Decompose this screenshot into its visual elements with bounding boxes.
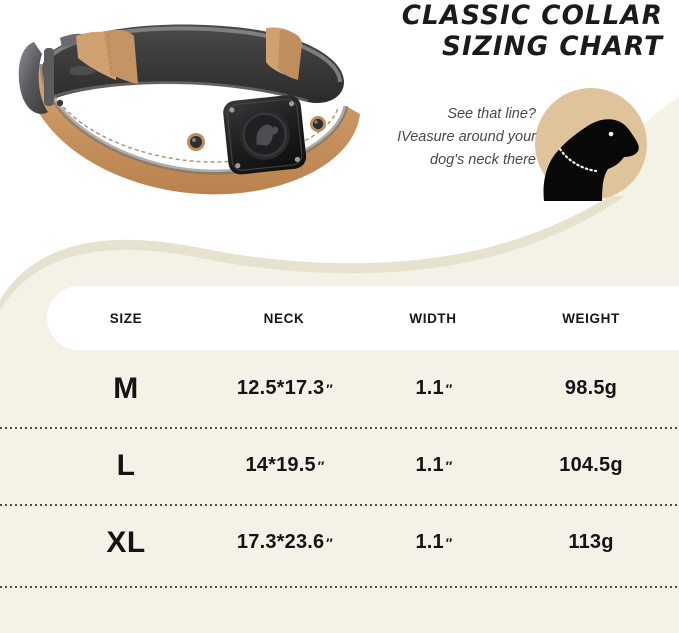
cell-size: L <box>116 448 136 482</box>
inch-mark: ″ <box>325 534 332 551</box>
table-row: XL 17.3*23.6 ″ 1.1 ″ 113g <box>0 504 679 581</box>
inch-mark: ″ <box>316 457 324 474</box>
cell-size: XL <box>106 525 146 559</box>
cell-neck: 14*19.5 ″ <box>245 454 324 476</box>
title-line-2: SIZING CHART <box>442 31 663 62</box>
measure-instruction-callout: See that line? IVeasure around your dog'… <box>360 103 536 172</box>
table-header-row: SIZE NECK WIDTH WEIGHT <box>0 286 679 350</box>
page-title: CLASSIC COLLAR SIZING CHART <box>333 0 663 62</box>
cell-weight: 104.5g <box>559 454 623 476</box>
callout-line-3: dog's neck there <box>430 152 536 168</box>
table-row: M 12.5*17.3 ″ 1.1 ″ 98.5g <box>0 350 679 427</box>
dog-head-silhouette-icon <box>535 88 647 201</box>
cell-size: M <box>113 371 139 405</box>
header-label-size: SIZE <box>109 310 143 326</box>
cell-neck: 17.3*23.6 ″ <box>236 531 332 553</box>
inch-mark: ″ <box>444 380 452 397</box>
table-row: L 14*19.5 ″ 1.1 ″ 104.5g <box>0 427 679 504</box>
inch-mark: ″ <box>444 534 452 551</box>
callout-line-2: IVeasure around your <box>397 129 536 145</box>
inch-mark: ″ <box>325 380 332 397</box>
cell-weight: 113g <box>568 531 614 553</box>
cell-width: 1.1 ″ <box>415 531 452 553</box>
column-header-neck: NECK <box>205 286 363 350</box>
collar-product-image <box>18 24 360 195</box>
table-bottom-rule <box>0 586 679 588</box>
column-header-weight: WEIGHT <box>503 286 679 350</box>
title-line-1: CLASSIC COLLAR <box>401 0 663 31</box>
sizing-table: SIZE NECK WIDTH WEIGHT M 12.5*17.3 ″ 1.1 ″… <box>0 286 679 581</box>
cell-width: 1.1 ″ <box>415 377 452 399</box>
header-label-neck: NECK <box>263 310 305 326</box>
cell-width: 1.1 ″ <box>415 454 452 476</box>
column-header-size: SIZE <box>47 286 205 350</box>
header-label-weight: WEIGHT <box>562 310 620 326</box>
cell-neck: 12.5*17.3 ″ <box>236 377 332 399</box>
header-label-width: WIDTH <box>409 310 457 326</box>
inch-mark: ″ <box>444 457 452 474</box>
callout-line-1: See that line? <box>447 106 536 122</box>
column-header-width: WIDTH <box>363 286 503 350</box>
cell-weight: 98.5g <box>564 377 618 399</box>
